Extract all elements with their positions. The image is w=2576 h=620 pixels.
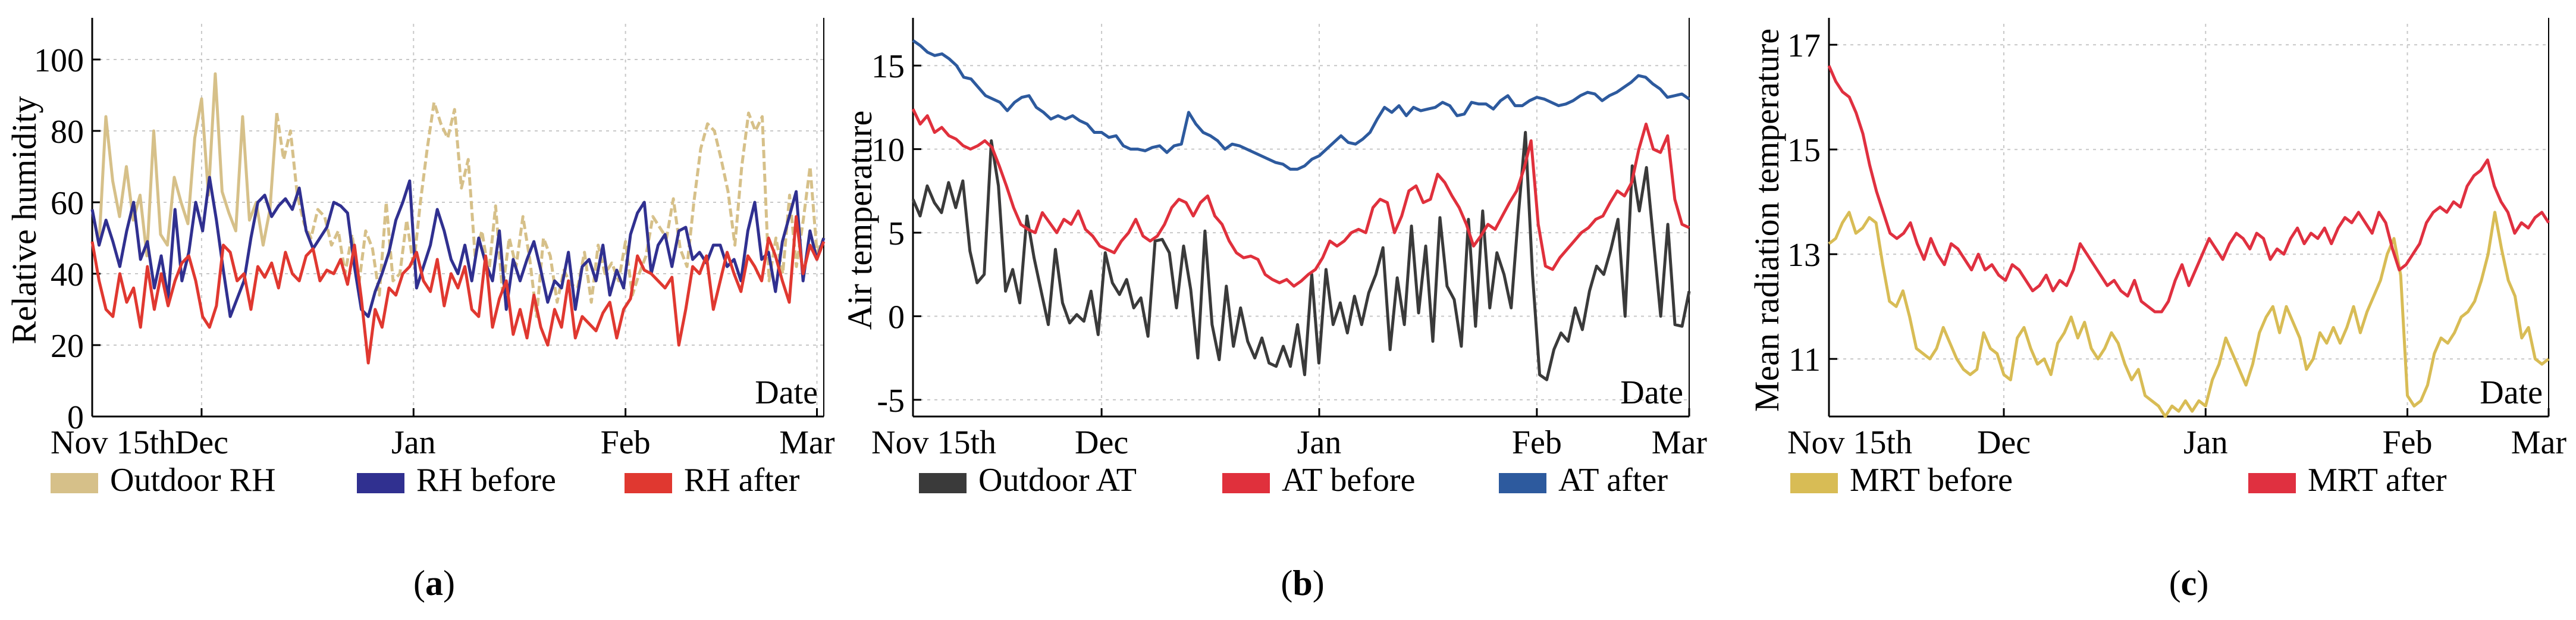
- x-tick-label: Feb: [601, 424, 651, 461]
- x-tick-label: Nov 15th: [1787, 424, 1912, 461]
- series-line: [90, 215, 826, 365]
- x-tick-label: Feb: [2383, 424, 2433, 461]
- y-tick-label: 15: [1787, 132, 1821, 169]
- x-axis-label: Date: [2480, 374, 2543, 411]
- y-axis-label: Relative humidity: [5, 96, 43, 344]
- panel-b: -5 0 5 10 15 Nov 15th Dec Jan Feb Mar Date Air temp…: [840, 18, 1707, 603]
- x-tick-label: Nov 15th: [51, 424, 175, 461]
- legend-swatch: [919, 473, 967, 493]
- x-tick-label: Feb: [1512, 424, 1562, 461]
- y-tick-label: 10: [871, 132, 905, 169]
- series-line: [1827, 65, 2550, 314]
- y-tick-label: 13: [1787, 237, 1821, 274]
- x-tick-label: Dec: [175, 424, 228, 461]
- x-tick-label: Jan: [2183, 424, 2228, 461]
- y-tick-label: 40: [51, 256, 84, 293]
- y-axis-label: Air temperature: [840, 111, 879, 330]
- x-tick-label: Nov 15th: [871, 424, 996, 461]
- series-line: [90, 72, 278, 258]
- x-axis-label: Date: [1620, 374, 1683, 411]
- series-line-dashed: [275, 101, 826, 318]
- series-line: [911, 108, 1690, 288]
- y-tick-label: 17: [1787, 27, 1821, 64]
- y-tick-label: 15: [871, 48, 905, 85]
- x-tick-label: Jan: [1297, 424, 1342, 461]
- legend-swatch: [2248, 473, 2296, 493]
- y-tick-label: 5: [888, 215, 905, 252]
- legend-swatch: [357, 473, 404, 493]
- panel-caption: (b): [1281, 563, 1324, 603]
- legend-label: Outdoor RH: [110, 462, 275, 499]
- x-tick-label: Jan: [391, 424, 436, 461]
- y-tick-label: 100: [34, 42, 84, 79]
- panel-caption: (a): [413, 563, 455, 603]
- legend-swatch: [51, 473, 98, 493]
- x-tick-label: Mar: [779, 424, 835, 461]
- y-tick-label: 0: [888, 299, 905, 336]
- legend-swatch: [625, 473, 672, 493]
- legend-label: AT after: [1558, 462, 1668, 499]
- legend-label: RH before: [416, 462, 556, 499]
- series-line: [911, 131, 1691, 381]
- y-tick-label: 11: [1789, 342, 1821, 378]
- legend-label: AT before: [1282, 462, 1415, 499]
- x-tick-label: Dec: [1977, 424, 2031, 461]
- legend-label: MRT before: [1850, 462, 2013, 499]
- x-tick-label: Dec: [1075, 424, 1128, 461]
- legend-label: MRT after: [2308, 462, 2447, 499]
- legend-label: Outdoor AT: [978, 462, 1137, 499]
- x-tick-label: Mar: [1652, 424, 1708, 461]
- y-tick-label: 0: [67, 399, 84, 436]
- series-line: [90, 176, 826, 318]
- legend-swatch: [1790, 473, 1838, 493]
- legend-label: RH after: [684, 462, 800, 499]
- y-tick-label: -5: [877, 383, 905, 419]
- y-tick-label: 60: [51, 185, 84, 222]
- y-axis-label: Mean radiation temperature: [1747, 29, 1786, 412]
- y-tick-label: 80: [51, 114, 84, 151]
- x-tick-label: Mar: [2511, 424, 2567, 461]
- panel-c: 11 13 15 17 Nov 15th Dec Jan Feb Mar Date Mean rad…: [1747, 18, 2566, 603]
- legend-swatch: [1222, 473, 1270, 493]
- series-line: [912, 39, 1690, 171]
- y-tick-label: 20: [51, 328, 84, 365]
- series-line: [1828, 211, 2550, 418]
- panel-caption: (c): [2169, 563, 2209, 603]
- x-axis-label: Date: [755, 374, 818, 411]
- legend-swatch: [1499, 473, 1546, 493]
